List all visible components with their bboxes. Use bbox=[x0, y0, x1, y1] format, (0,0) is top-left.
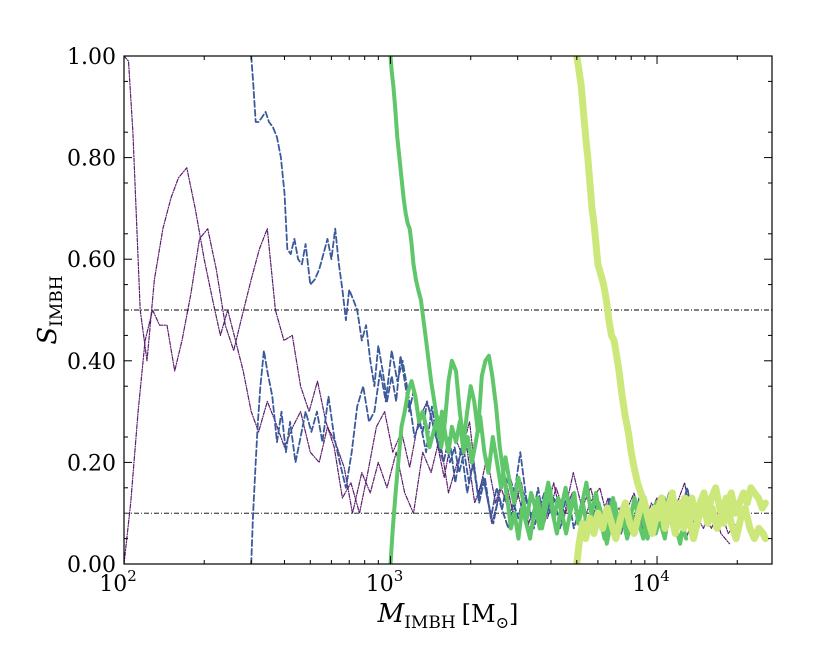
series-blue-dashed-2 bbox=[250, 56, 566, 530]
y-axis-title: SIMBH bbox=[33, 275, 67, 344]
x-axis-unit-close: ] bbox=[509, 600, 518, 628]
x-tick-label: 104 bbox=[632, 567, 670, 597]
series-purple-1 bbox=[124, 56, 737, 540]
y-axis-symbol: S bbox=[33, 327, 63, 345]
data-series bbox=[124, 56, 769, 564]
y-tick-label: 0.80 bbox=[67, 147, 116, 172]
x-axis-subscript: IMBH bbox=[404, 613, 455, 633]
y-tick-label: 0.20 bbox=[67, 451, 116, 476]
series-lime-thick-2 bbox=[573, 494, 769, 564]
y-axis-subscript: IMBH bbox=[47, 275, 67, 326]
axis-ticks bbox=[123, 55, 772, 565]
series-lime-thick bbox=[573, 56, 769, 532]
series-green-thick-2 bbox=[388, 56, 689, 541]
reference-lines bbox=[124, 309, 772, 514]
x-tick-label: 103 bbox=[366, 567, 404, 597]
plot-frame bbox=[123, 55, 773, 565]
x-axis-title: MIMBH [M⊙] bbox=[377, 599, 519, 633]
y-tick-label: 0.60 bbox=[67, 248, 116, 273]
axis-tick-labels: 0.00 0.20 0.40 0.60 0.80 1.00 102 103 104 bbox=[67, 45, 670, 597]
x-axis-unit: [M bbox=[462, 600, 496, 628]
x-axis-unit-sub: ⊙ bbox=[496, 613, 509, 632]
y-tick-label: 0.00 bbox=[67, 553, 116, 578]
y-tick-label: 0.40 bbox=[67, 350, 116, 375]
y-tick-label: 1.00 bbox=[67, 45, 116, 70]
x-tick-label: 102 bbox=[99, 567, 137, 597]
x-axis-symbol: M bbox=[377, 599, 406, 629]
